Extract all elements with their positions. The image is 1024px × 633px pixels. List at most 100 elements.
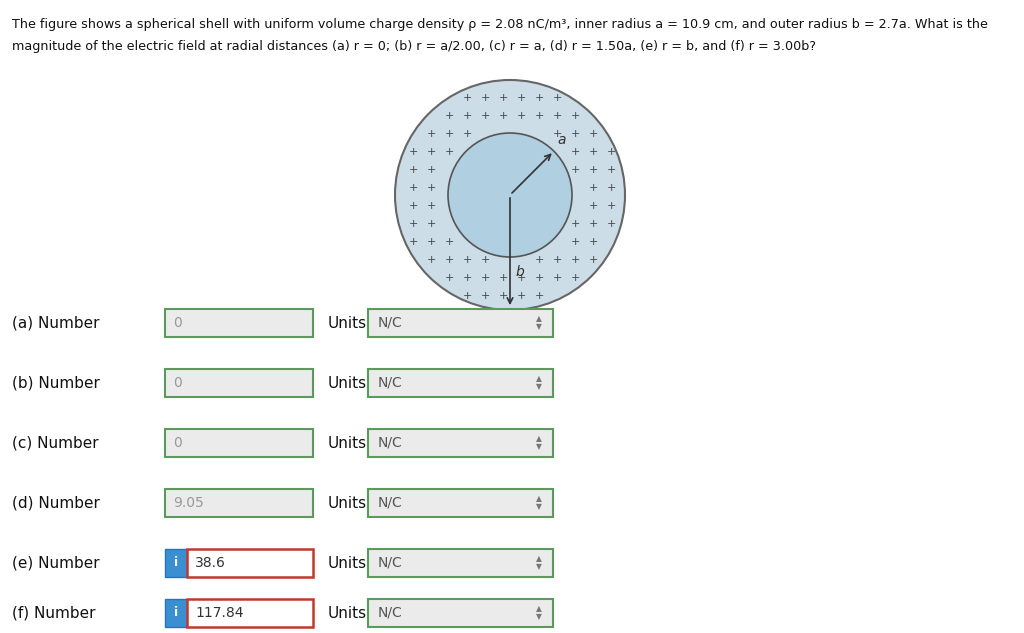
- Bar: [368, 429, 553, 457]
- Text: ▼: ▼: [536, 442, 542, 451]
- Text: 117.84: 117.84: [195, 606, 244, 620]
- Circle shape: [449, 133, 572, 257]
- Text: +: +: [444, 111, 454, 121]
- Text: +: +: [426, 237, 435, 247]
- Text: (c) Number: (c) Number: [12, 436, 98, 451]
- Text: +: +: [444, 129, 454, 139]
- Text: +: +: [552, 111, 562, 121]
- Text: +: +: [499, 93, 508, 103]
- Text: +: +: [409, 237, 418, 247]
- Text: +: +: [426, 165, 435, 175]
- Text: ▼: ▼: [536, 613, 542, 622]
- Text: +: +: [480, 255, 489, 265]
- Text: +: +: [499, 273, 508, 283]
- Text: +: +: [409, 219, 418, 229]
- Text: +: +: [426, 147, 435, 157]
- Text: +: +: [462, 111, 472, 121]
- Text: 0: 0: [173, 376, 181, 390]
- Text: ▼: ▼: [536, 382, 542, 391]
- Text: +: +: [426, 255, 435, 265]
- Text: b: b: [515, 265, 523, 279]
- Text: 0: 0: [173, 316, 181, 330]
- Bar: [368, 369, 553, 397]
- Text: +: +: [535, 111, 544, 121]
- Bar: [187, 549, 313, 577]
- Text: N/C: N/C: [378, 316, 402, 330]
- Text: N/C: N/C: [378, 436, 402, 450]
- Text: N/C: N/C: [378, 606, 402, 620]
- Text: +: +: [444, 273, 454, 283]
- Text: +: +: [589, 183, 598, 193]
- Text: 0: 0: [173, 436, 181, 450]
- Text: 38.6: 38.6: [195, 556, 226, 570]
- Text: +: +: [606, 147, 615, 157]
- Text: +: +: [462, 129, 472, 139]
- Bar: [165, 549, 187, 577]
- Text: (e) Number: (e) Number: [12, 556, 99, 570]
- Text: +: +: [552, 129, 562, 139]
- Text: +: +: [552, 93, 562, 103]
- Bar: [165, 309, 313, 337]
- Text: magnitude of the electric field at radial distances (a) r = 0; (b) r = a/2.00, (: magnitude of the electric field at radia…: [12, 40, 816, 53]
- Bar: [165, 599, 187, 627]
- Bar: [368, 549, 553, 577]
- Text: +: +: [535, 291, 544, 301]
- Text: +: +: [444, 237, 454, 247]
- Text: +: +: [589, 219, 598, 229]
- Text: +: +: [409, 201, 418, 211]
- Text: Units: Units: [328, 606, 368, 620]
- Text: +: +: [426, 183, 435, 193]
- Text: Units: Units: [328, 556, 368, 570]
- Text: +: +: [570, 255, 580, 265]
- Text: Units: Units: [328, 496, 368, 510]
- Text: ▼: ▼: [536, 322, 542, 332]
- Text: +: +: [516, 93, 525, 103]
- Text: +: +: [409, 147, 418, 157]
- Text: +: +: [499, 291, 508, 301]
- Text: Units: Units: [328, 375, 368, 391]
- Text: ▲: ▲: [536, 434, 542, 444]
- Bar: [368, 309, 553, 337]
- Text: +: +: [606, 201, 615, 211]
- Text: (b) Number: (b) Number: [12, 375, 100, 391]
- Text: +: +: [570, 237, 580, 247]
- Text: +: +: [606, 165, 615, 175]
- Text: +: +: [516, 291, 525, 301]
- Text: +: +: [570, 129, 580, 139]
- Text: +: +: [535, 273, 544, 283]
- Text: (f) Number: (f) Number: [12, 606, 95, 620]
- Text: +: +: [589, 129, 598, 139]
- Bar: [165, 489, 313, 517]
- Text: +: +: [462, 273, 472, 283]
- Text: +: +: [570, 273, 580, 283]
- Text: +: +: [552, 255, 562, 265]
- Text: +: +: [589, 237, 598, 247]
- Text: +: +: [552, 273, 562, 283]
- Text: +: +: [570, 111, 580, 121]
- Text: i: i: [174, 556, 178, 570]
- Text: +: +: [535, 255, 544, 265]
- Text: +: +: [462, 93, 472, 103]
- Text: +: +: [570, 147, 580, 157]
- Text: +: +: [499, 111, 508, 121]
- Text: +: +: [589, 147, 598, 157]
- Text: +: +: [589, 165, 598, 175]
- Bar: [368, 489, 553, 517]
- Text: +: +: [426, 129, 435, 139]
- Text: +: +: [516, 273, 525, 283]
- Bar: [165, 369, 313, 397]
- Text: +: +: [444, 147, 454, 157]
- Text: +: +: [444, 255, 454, 265]
- Text: (d) Number: (d) Number: [12, 496, 100, 510]
- Bar: [368, 599, 553, 627]
- Text: +: +: [606, 183, 615, 193]
- Text: +: +: [462, 291, 472, 301]
- Text: +: +: [426, 219, 435, 229]
- Text: +: +: [535, 93, 544, 103]
- Text: +: +: [480, 291, 489, 301]
- Text: i: i: [174, 606, 178, 620]
- Text: ▲: ▲: [536, 494, 542, 503]
- Text: +: +: [570, 219, 580, 229]
- Bar: [187, 599, 313, 627]
- Text: Units: Units: [328, 436, 368, 451]
